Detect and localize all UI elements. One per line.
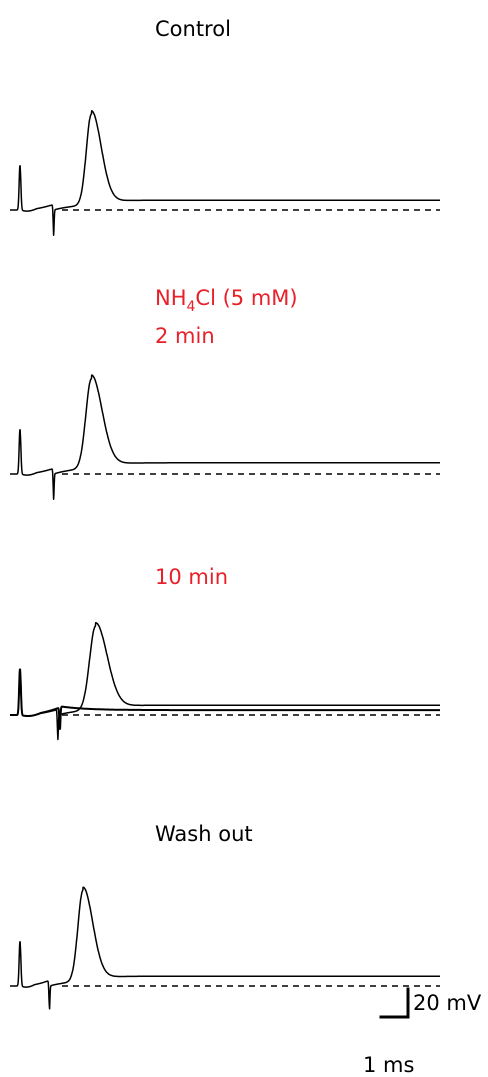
panel-nh4cl-condition-label: NH4Cl (5 mM) (155, 286, 298, 315)
panel-nh4cl-time-label: 2 min (155, 324, 215, 348)
panel-control-traces (9, 110, 441, 236)
scale-bar-time-label: 1 ms (363, 1053, 414, 1077)
scale-bar-lines (379, 987, 410, 1019)
panel-nh4cl-2min-traces (9, 374, 441, 500)
panel-washout-traces (9, 886, 441, 1010)
panel-control-label: Control (155, 17, 231, 41)
scale-bar-voltage-label: 20 mV (413, 991, 482, 1015)
panel-control: Control (9, 17, 441, 236)
trace-action-potential (9, 622, 441, 741)
trace-action-potential (9, 374, 441, 500)
panel-nh4cl-2min: NH4Cl (5 mM) 2 min (9, 286, 441, 500)
panel-10min-label: 10 min (155, 565, 228, 589)
scale-bar: 20 mV 1 ms (363, 987, 482, 1077)
panel-washout: Wash out (9, 822, 441, 1010)
panel-washout-label: Wash out (155, 822, 253, 846)
panel-10min-traces (9, 622, 441, 741)
trace-action-potential (9, 110, 441, 236)
trace-action-potential (9, 886, 441, 1010)
trace-failure (9, 668, 441, 730)
panel-10min: 10 min (9, 565, 441, 741)
